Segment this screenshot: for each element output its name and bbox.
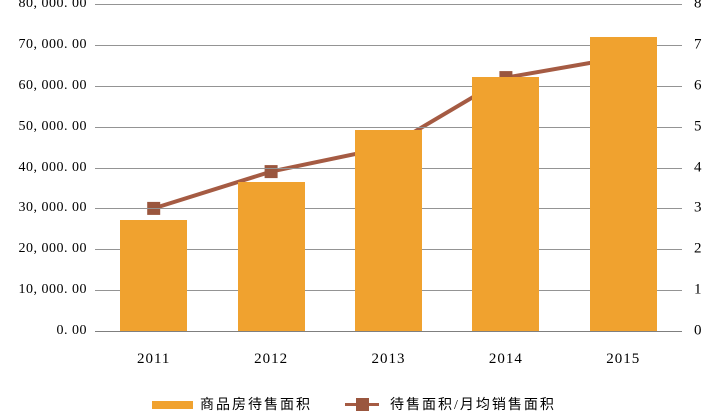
y-axis-left-tick-label: 60, 000. 00 [18,77,87,93]
y-axis-right-tick-label: 2 [694,240,702,257]
y-axis-left-tick-label: 30, 000. 00 [18,200,87,216]
x-axis-tick-label: 2013 [371,351,406,367]
y-axis-left-tick-label: 0. 00 [56,323,87,338]
y-axis-left-tick-label: 20, 000. 00 [18,241,87,257]
gridline [95,4,682,5]
bar-2011 [120,219,188,331]
legend-line-marker-icon [356,398,369,411]
y-axis-left-tick-label: 70, 000. 00 [18,36,87,52]
x-axis-tick-label: 2014 [488,351,523,367]
y-axis-right-tick-label: 6 [694,77,702,94]
gridline [95,126,682,128]
y-axis-left-tick-label: 10, 000. 00 [18,282,87,298]
y-axis-right-tick-label: 0 [694,322,702,339]
bar-2015 [589,37,657,331]
gridline [95,44,682,46]
y-axis-left-tick-label: 40, 000. 00 [18,159,87,175]
gridline [95,85,682,87]
legend-label-bar-series: 商品房待售面积 [200,398,312,413]
y-axis-right-tick-label: 5 [694,118,702,135]
x-axis-tick-label: 2015 [606,351,641,367]
y-axis-left-tick-label: 80, 000. 00 [18,0,87,11]
x-axis-tick-label: 2012 [254,351,289,367]
x-axis-tick-label: 2011 [136,351,171,367]
bar-2013 [355,129,422,331]
y-axis-left-tick-label: 50, 000. 00 [18,118,87,134]
bar-2012 [237,181,305,331]
legend-label-line-series: 待售面积/月均销售面积 [390,398,556,413]
y-axis-right-tick-label: 3 [694,199,702,216]
y-axis-right-tick-label: 7 [694,36,702,53]
y-axis-right-tick-label: 4 [694,159,702,175]
bar-2014 [472,76,540,331]
y-axis-right-tick-label: 8 [694,0,702,12]
y-axis-right-tick-label: 1 [694,281,702,298]
x-axis-line [95,331,682,332]
legend: 商品房待售面积 待售面积/月均销售面积 [0,392,709,415]
legend-bar-swatch-icon [152,401,193,409]
